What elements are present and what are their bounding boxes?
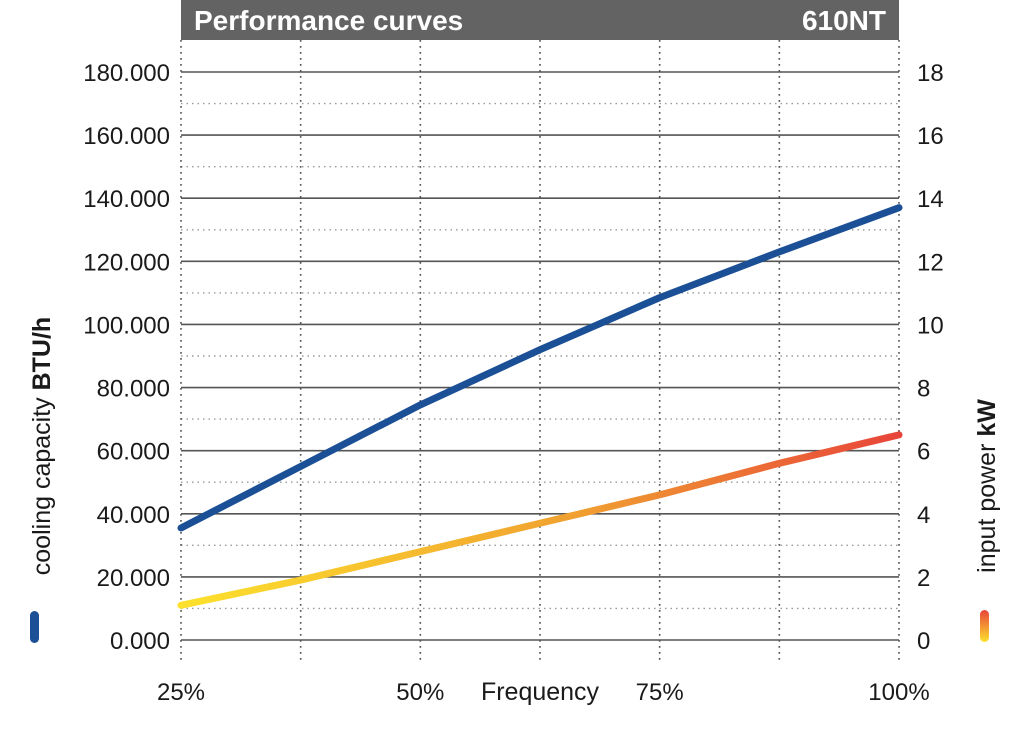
left-tick-label: 140.000 — [83, 186, 170, 213]
x-axis-ticks: 25% 50% 75% 100% — [157, 679, 930, 706]
cooling-capacity-line — [177, 204, 903, 532]
right-tick-label: 16 — [917, 123, 944, 150]
right-tick-label: 18 — [917, 60, 944, 87]
left-tick-label: 80.000 — [97, 376, 170, 403]
chart-title: Performance curves — [194, 5, 463, 36]
input-power-line — [177, 431, 903, 609]
x-tick-label: 75% — [636, 679, 684, 706]
grid — [180, 40, 900, 662]
right-axis-label: input power kW — [973, 399, 1001, 573]
left-tick-label: 180.000 — [83, 60, 170, 87]
model-name: 610NT — [802, 5, 886, 36]
right-tick-label: 14 — [917, 186, 944, 213]
x-tick-label: 100% — [868, 679, 929, 706]
right-axis-label-text: input power — [973, 444, 1001, 573]
left-tick-label: 120.000 — [83, 249, 170, 276]
left-axis-label: cooling capacity BTU/h — [28, 317, 56, 575]
x-axis-label: Frequency — [481, 678, 600, 706]
left-tick-label: 20.000 — [97, 565, 170, 592]
left-axis-unit: BTU/h — [28, 317, 56, 391]
left-axis-ticks: 0.000 20.000 40.000 60.000 80.000 100.000 120.… — [83, 60, 170, 655]
left-tick-label: 100.000 — [83, 312, 170, 339]
right-tick-label: 12 — [917, 249, 944, 276]
left-tick-label: 60.000 — [97, 439, 170, 466]
right-axis-ticks: 0 2 4 6 8 10 12 14 16 18 — [917, 60, 944, 655]
right-tick-label: 10 — [917, 312, 944, 339]
right-tick-label: 6 — [917, 439, 930, 466]
left-tick-label: 40.000 — [97, 502, 170, 529]
x-tick-label: 25% — [157, 679, 205, 706]
right-axis-unit: kW — [973, 399, 1001, 437]
right-tick-label: 2 — [917, 565, 930, 592]
cooling-capacity-legend-swatch — [30, 611, 39, 643]
series — [177, 204, 903, 609]
right-tick-label: 0 — [917, 628, 930, 655]
left-tick-label: 160.000 — [83, 123, 170, 150]
right-tick-label: 8 — [917, 376, 930, 403]
header-bar — [181, 0, 899, 40]
x-tick-label: 50% — [396, 679, 444, 706]
input-power-legend-swatch — [980, 610, 989, 642]
right-tick-label: 4 — [917, 502, 930, 529]
left-axis-label-text: cooling capacity — [28, 397, 56, 575]
left-tick-label: 0.000 — [110, 628, 170, 655]
